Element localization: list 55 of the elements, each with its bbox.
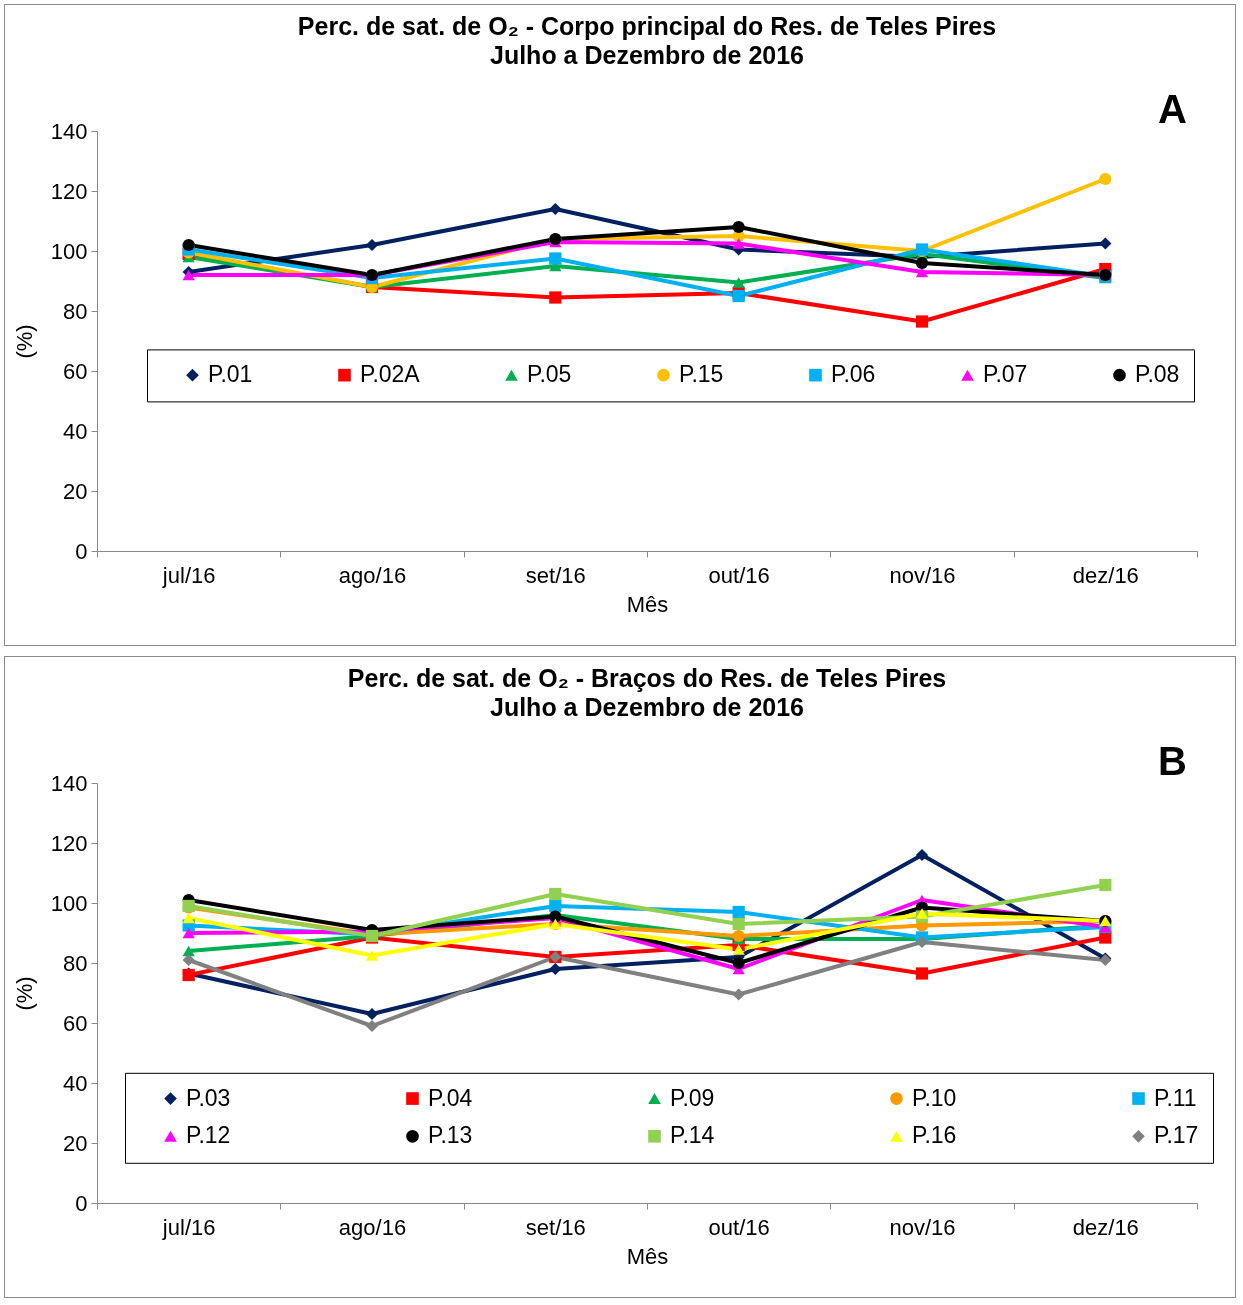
legend-label: P.01 (208, 361, 253, 388)
y-tick-label: 60 (63, 1010, 88, 1036)
legend-label: P.13 (428, 1122, 473, 1149)
x-tick-label: dez/16 (1072, 1214, 1139, 1240)
y-tick-label: 120 (50, 178, 88, 204)
y-tick-label: 100 (50, 890, 88, 916)
legend-label: P.11 (1154, 1084, 1197, 1111)
legend-label: P.05 (527, 361, 572, 388)
legend-label: P.17 (1154, 1122, 1199, 1149)
x-tick-label: set/16 (525, 1214, 586, 1240)
y-tick-label: 80 (63, 298, 88, 324)
legend-label: P.06 (831, 361, 876, 388)
legend-label: P.07 (983, 361, 1028, 388)
legend-label: P.10 (912, 1084, 957, 1111)
legend-label: P.03 (186, 1084, 231, 1111)
y-tick-label: 60 (63, 358, 88, 384)
chart-subtitle: Julho a Dezembro de 2016 (489, 41, 805, 69)
x-tick-label: out/16 (708, 562, 770, 588)
x-tick-label: nov/16 (889, 562, 956, 588)
x-tick-label: out/16 (708, 1214, 770, 1240)
x-tick-label: jul/16 (161, 562, 216, 588)
y-axis-title: (%) (11, 324, 37, 359)
legend-label: P.02A (360, 361, 421, 388)
legend-label: P.09 (670, 1084, 715, 1111)
x-tick-label: set/16 (525, 562, 586, 588)
x-tick-label: ago/16 (338, 562, 407, 588)
x-tick-label: dez/16 (1072, 562, 1139, 588)
x-axis-title: Mês (626, 591, 669, 617)
y-tick-label: 140 (50, 118, 88, 144)
legend-label: P.12 (186, 1122, 231, 1149)
legend-label: P.16 (912, 1122, 957, 1149)
y-tick-label: 80 (63, 950, 88, 976)
y-tick-label: 0 (75, 1190, 88, 1216)
text: B (1158, 739, 1187, 783)
y-tick-label: 40 (63, 1070, 88, 1096)
x-tick-label: jul/16 (161, 1214, 216, 1240)
chart-title: Perc. de sat. de O₂ - Corpo principal do Res. de Teles Pires (297, 12, 997, 40)
y-tick-label: 0 (75, 538, 88, 564)
y-tick-label: 40 (63, 418, 88, 444)
x-tick-label: nov/16 (889, 1214, 956, 1240)
y-tick-label: 20 (63, 478, 88, 504)
legend-label: P.08 (1135, 361, 1180, 388)
chart-title: Perc. de sat. de O₂ - Braços do Res. de Teles Pires (347, 664, 947, 692)
y-tick-label: 140 (50, 770, 88, 796)
legend-label: P.04 (428, 1084, 473, 1111)
text: A (1158, 87, 1187, 131)
y-tick-label: 100 (50, 238, 88, 264)
y-tick-label: 20 (63, 1130, 88, 1156)
legend-label: P.14 (670, 1122, 715, 1149)
legend-label: P.15 (679, 361, 724, 388)
y-axis-title: (%) (11, 976, 37, 1011)
x-tick-label: ago/16 (338, 1214, 407, 1240)
x-axis-title: Mês (626, 1243, 669, 1269)
y-tick-label: 120 (50, 830, 88, 856)
chart-subtitle: Julho a Dezembro de 2016 (489, 693, 805, 721)
